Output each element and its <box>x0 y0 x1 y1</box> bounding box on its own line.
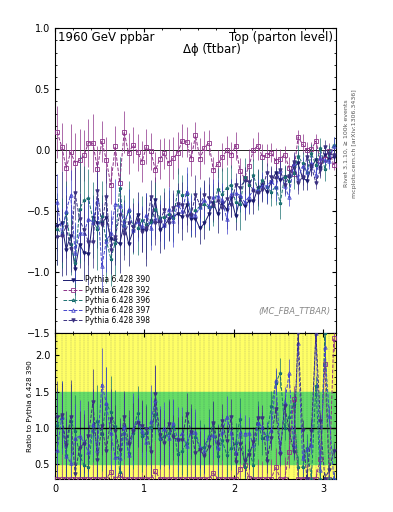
Pythia 6.428 392 <box>55 129 60 135</box>
Pythia 6.428 398 <box>322 144 327 150</box>
Pythia 6.428 390 <box>251 198 256 204</box>
Text: mcplots.cern.ch [arXiv:1306.3436]: mcplots.cern.ch [arXiv:1306.3436] <box>352 89 357 198</box>
Legend: Pythia 6.428 390, Pythia 6.428 392, Pythia 6.428 396, Pythia 6.428 397, Pythia 6: Pythia 6.428 390, Pythia 6.428 392, Pyth… <box>62 274 152 327</box>
Pythia 6.428 396 <box>327 150 332 156</box>
Pythia 6.428 396 <box>331 142 336 148</box>
Pythia 6.428 396 <box>73 260 77 266</box>
Pythia 6.428 398 <box>251 188 256 194</box>
Pythia 6.428 396 <box>189 211 193 218</box>
Pythia 6.428 398 <box>198 202 202 208</box>
Pythia 6.428 396 <box>55 226 60 232</box>
Pythia 6.428 392 <box>149 148 153 155</box>
Pythia 6.428 390 <box>322 152 327 158</box>
Pythia 6.428 397 <box>144 211 149 218</box>
Pythia 6.428 397 <box>251 186 256 193</box>
Pythia 6.428 392 <box>108 182 113 188</box>
Pythia 6.428 396 <box>251 172 256 178</box>
Pythia 6.428 392 <box>193 132 198 138</box>
Pythia 6.428 397 <box>327 158 332 164</box>
Pythia 6.428 390 <box>55 223 60 229</box>
Pythia 6.428 390 <box>73 266 77 272</box>
Pythia 6.428 397 <box>198 204 202 210</box>
Pythia 6.428 396 <box>135 225 140 231</box>
Pythia 6.428 398 <box>189 212 193 219</box>
Pythia 6.428 397 <box>55 199 60 205</box>
Pythia 6.428 398 <box>108 247 113 253</box>
Pythia 6.428 390 <box>144 226 149 232</box>
Line: Pythia 6.428 396: Pythia 6.428 396 <box>55 143 336 265</box>
Text: (MC_FBA_TTBAR): (MC_FBA_TTBAR) <box>258 306 331 315</box>
Pythia 6.428 392 <box>140 159 144 165</box>
Y-axis label: Ratio to Pythia 6.428 390: Ratio to Pythia 6.428 390 <box>28 360 33 452</box>
Text: Top (parton level): Top (parton level) <box>229 31 333 44</box>
Line: Pythia 6.428 392: Pythia 6.428 392 <box>55 130 336 187</box>
Pythia 6.428 392 <box>255 143 260 149</box>
Pythia 6.428 398 <box>144 225 149 231</box>
Pythia 6.428 397 <box>135 218 140 224</box>
Pythia 6.428 390 <box>327 156 332 162</box>
Bar <box>55 333 336 479</box>
Line: Pythia 6.428 397: Pythia 6.428 397 <box>55 144 336 268</box>
Pythia 6.428 396 <box>144 221 149 227</box>
Pythia 6.428 390 <box>135 212 140 218</box>
Pythia 6.428 392 <box>202 144 207 151</box>
Pythia 6.428 390 <box>331 154 336 160</box>
Text: Rivet 3.1.10, ≥ 100k events: Rivet 3.1.10, ≥ 100k events <box>344 99 349 187</box>
Pythia 6.428 392 <box>331 162 336 168</box>
Text: 1960 GeV ppbar: 1960 GeV ppbar <box>58 31 154 44</box>
Pythia 6.428 398 <box>55 234 60 240</box>
Pythia 6.428 398 <box>135 217 140 223</box>
Text: Δϕ (t̅tbar): Δϕ (t̅tbar) <box>184 44 241 56</box>
Pythia 6.428 390 <box>198 225 202 231</box>
Pythia 6.428 398 <box>327 151 332 157</box>
Line: Pythia 6.428 398: Pythia 6.428 398 <box>55 145 336 252</box>
Pythia 6.428 392 <box>327 147 332 154</box>
Bar <box>55 392 336 464</box>
Pythia 6.428 397 <box>331 143 336 149</box>
Pythia 6.428 396 <box>198 203 202 209</box>
Line: Pythia 6.428 390: Pythia 6.428 390 <box>55 153 336 271</box>
Pythia 6.428 398 <box>331 152 336 158</box>
Pythia 6.428 397 <box>99 263 104 269</box>
Pythia 6.428 392 <box>122 129 127 135</box>
Pythia 6.428 397 <box>189 212 193 218</box>
Pythia 6.428 390 <box>189 216 193 222</box>
